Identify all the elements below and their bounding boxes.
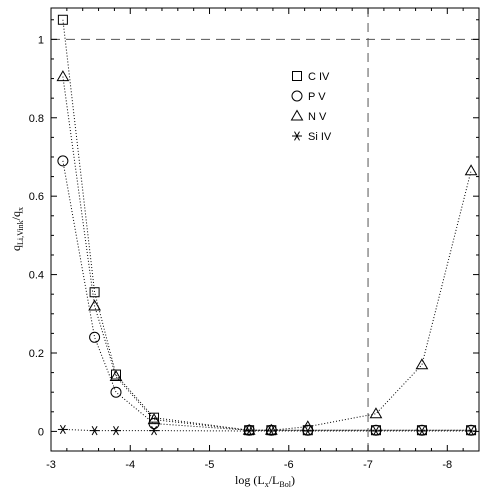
- asterisk-stroke: [294, 131, 300, 141]
- y-axis: 0 0.2 0.4 0.6 0.8 1: [29, 19, 479, 438]
- legend: C IV P V N V Si IV: [290, 71, 332, 143]
- data-point-triangle: [264, 423, 278, 435]
- asterisk-stroke: [151, 426, 157, 436]
- data-point-square: [89, 287, 100, 298]
- data-point-triangle: [88, 299, 101, 311]
- x-axis-label-part: log (L: [235, 473, 265, 487]
- x-axis: -3 -4 -5 -6 -7 -8: [46, 8, 464, 471]
- x-axis-label: log (Lx/LBol): [235, 473, 295, 489]
- x-tick-label: -5: [205, 459, 215, 471]
- y-tick-label: 0.4: [29, 270, 44, 282]
- y-axis-label-sub: x: [16, 207, 25, 211]
- asterisk-stroke: [113, 426, 119, 436]
- data-point-asterisk: [110, 426, 121, 436]
- y-tick-label: 0.8: [29, 113, 44, 125]
- data-point-triangle: [369, 407, 383, 419]
- x-tick-label: -6: [284, 459, 294, 471]
- asterisk-stroke: [419, 426, 425, 436]
- x-tick-label: -4: [125, 459, 135, 471]
- data-point-asterisk: [266, 426, 277, 436]
- asterisk-stroke: [59, 424, 66, 435]
- asterisk-stroke: [304, 426, 311, 436]
- asterisk-stroke: [246, 426, 253, 436]
- series-line-1: [62, 160, 472, 431]
- series-line-0: [62, 19, 472, 431]
- x-tick-label: -7: [363, 459, 373, 471]
- data-point-asterisk: [89, 426, 100, 436]
- x-tick-label: -3: [46, 459, 56, 471]
- data-point-asterisk: [244, 426, 255, 436]
- data-point-asterisk: [416, 426, 427, 436]
- legend-label: P V: [308, 91, 326, 103]
- asterisk-stroke: [268, 426, 275, 436]
- y-axis-label-part: q: [9, 245, 23, 251]
- data-point-circle: [465, 424, 477, 436]
- data-point-square: [57, 14, 68, 25]
- data-point-triangle: [147, 413, 161, 425]
- data-point-circle: [57, 155, 69, 167]
- data-point-circle: [110, 386, 122, 398]
- reference-lines: [51, 8, 479, 451]
- x-axis-label-sub: Bol: [279, 480, 291, 489]
- legend-marker-square: [292, 71, 302, 81]
- asterisk-stroke: [91, 426, 98, 436]
- x-axis-label-part: /L: [269, 473, 280, 487]
- x-axis-label-part: ): [291, 473, 295, 487]
- data-point-circle: [370, 424, 382, 436]
- x-axis-label-sub: x: [265, 480, 269, 489]
- data-point-circle: [416, 424, 428, 436]
- legend-label: Si IV: [308, 131, 332, 143]
- asterisk-stroke: [373, 426, 379, 436]
- data-point-triangle: [242, 423, 256, 435]
- data-point-asterisk: [57, 424, 68, 435]
- series-line-3: [62, 428, 472, 432]
- y-tick-label: 0.6: [29, 191, 44, 203]
- y-tick-label: 0.2: [29, 348, 44, 360]
- data-point-triangle: [56, 70, 70, 82]
- y-axis-label-sub: Li,Vink: [16, 220, 25, 245]
- y-axis-label-part: /q: [9, 211, 23, 220]
- data-point-triangle: [464, 164, 478, 176]
- data-point-asterisk: [466, 426, 477, 436]
- legend-marker-asterisk: [292, 131, 302, 141]
- x-tick-label: -8: [442, 459, 452, 471]
- series-layer: [56, 14, 478, 436]
- asterisk-stroke: [468, 426, 475, 436]
- y-tick-label: 1: [38, 34, 44, 46]
- data-point-circle: [89, 331, 101, 343]
- legend-marker-circle: [291, 90, 303, 102]
- legend-label: C IV: [308, 71, 330, 83]
- data-point-triangle: [415, 358, 429, 370]
- data-point-triangle: [109, 370, 123, 382]
- data-point-asterisk: [149, 426, 160, 436]
- legend-marker-triangle: [290, 109, 304, 121]
- series-line-2: [62, 76, 472, 431]
- data-point-asterisk: [370, 426, 381, 436]
- y-axis-label: qLi,Vink/qx: [9, 207, 25, 251]
- plot-frame: [50, 7, 480, 452]
- data-point-asterisk: [302, 426, 313, 436]
- y-tick-label: 0: [38, 426, 44, 438]
- legend-label: N V: [308, 111, 327, 123]
